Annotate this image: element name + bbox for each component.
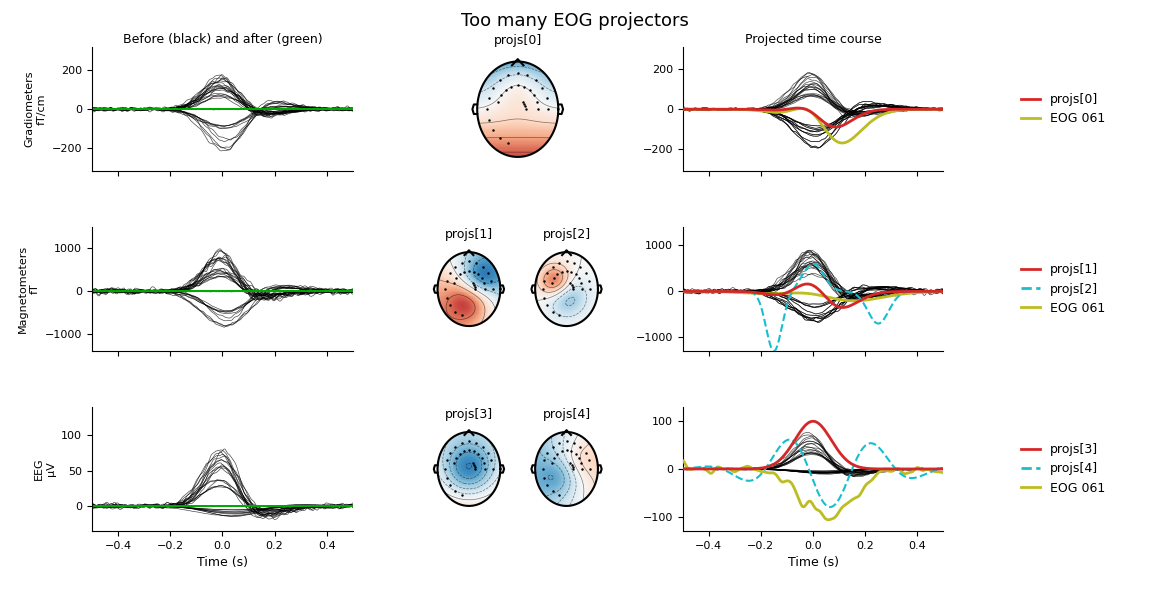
Title: projs[3]: projs[3] (445, 408, 493, 421)
Title: projs[1]: projs[1] (445, 228, 493, 241)
Title: projs[0]: projs[0] (493, 34, 542, 47)
Legend: projs[1], projs[2], EOG 061: projs[1], projs[2], EOG 061 (1021, 263, 1105, 315)
X-axis label: Time (s): Time (s) (788, 556, 838, 569)
Title: projs[2]: projs[2] (543, 228, 591, 241)
Legend: projs[3], projs[4], EOG 061: projs[3], projs[4], EOG 061 (1021, 443, 1105, 495)
Title: Projected time course: Projected time course (745, 33, 881, 46)
Legend: projs[0], EOG 061: projs[0], EOG 061 (1021, 93, 1105, 125)
Title: Before (black) and after (green): Before (black) and after (green) (123, 33, 322, 46)
Title: projs[4]: projs[4] (543, 408, 591, 421)
Y-axis label: Magnetometers
fT: Magnetometers fT (17, 245, 39, 333)
Y-axis label: Gradiometers
fT/cm: Gradiometers fT/cm (24, 71, 46, 148)
X-axis label: Time (s): Time (s) (197, 556, 248, 569)
Y-axis label: EEG
μV: EEG μV (34, 458, 55, 480)
Text: Too many EOG projectors: Too many EOG projectors (461, 12, 689, 30)
